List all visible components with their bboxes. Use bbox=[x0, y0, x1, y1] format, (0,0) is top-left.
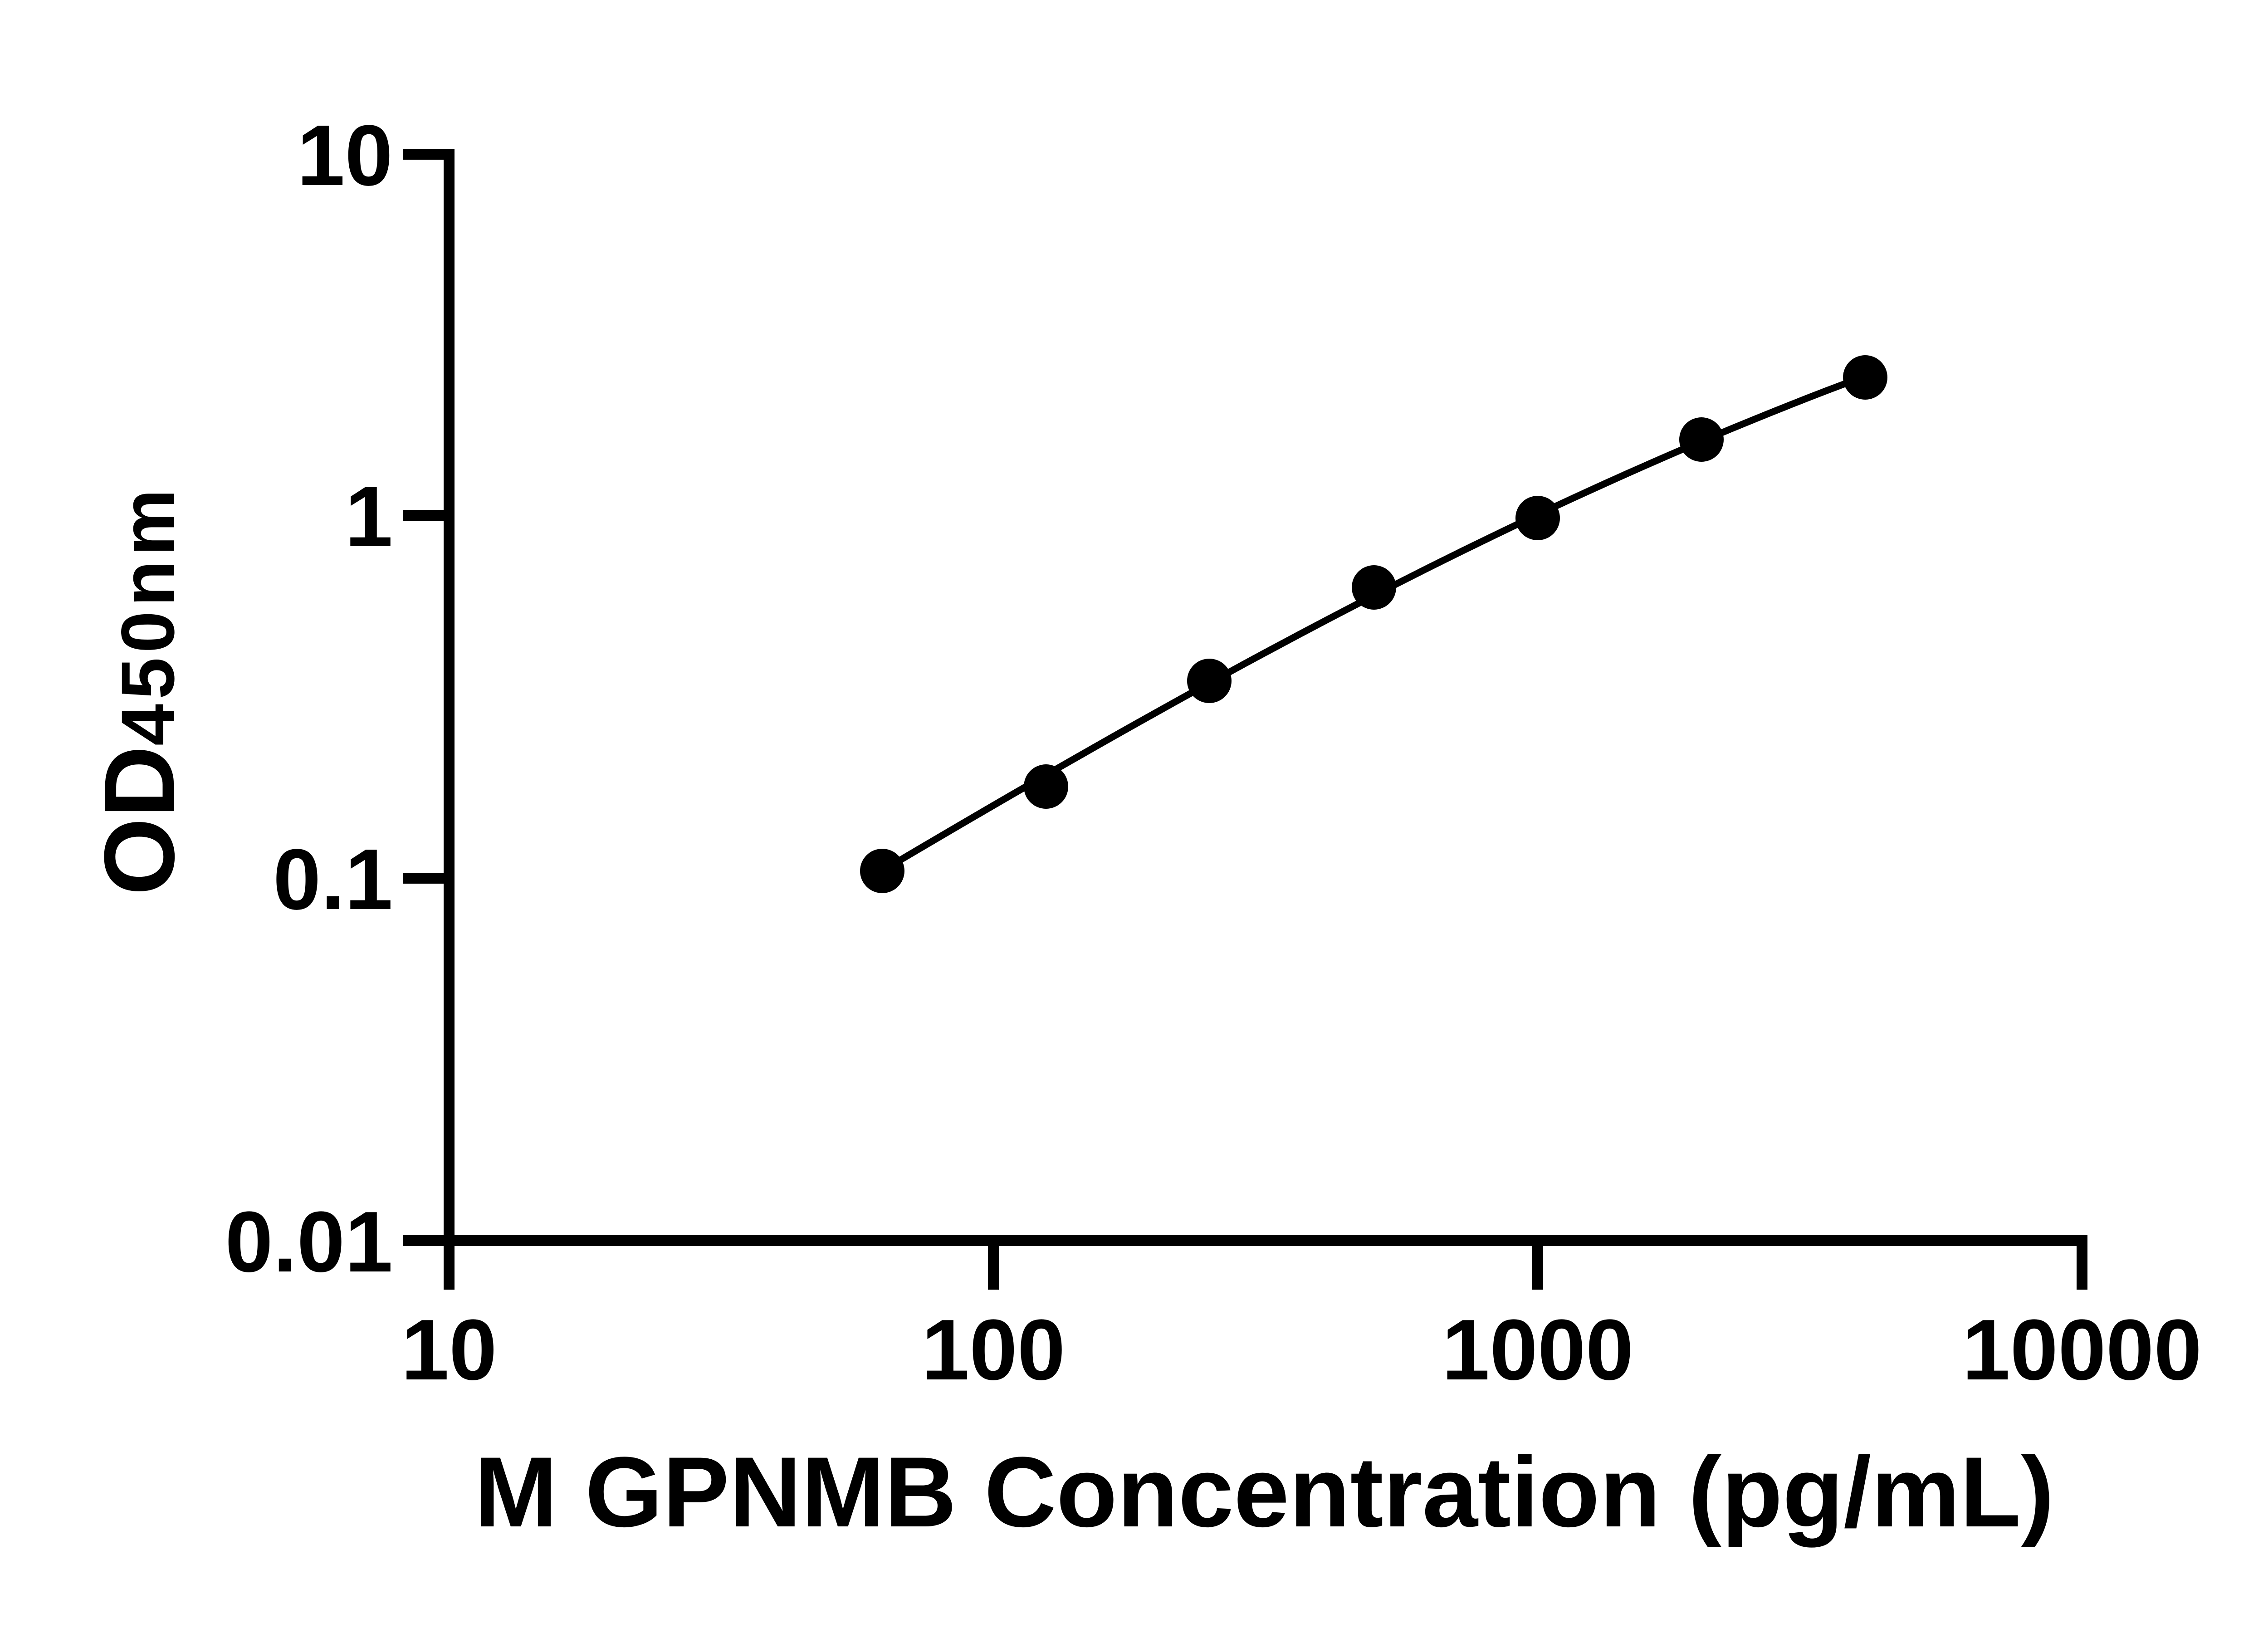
svg-text:10: 10 bbox=[297, 108, 393, 204]
svg-text:0.1: 0.1 bbox=[273, 831, 393, 928]
svg-text:10: 10 bbox=[401, 1302, 497, 1398]
svg-text:M GPNMB Concentration (pg/mL): M GPNMB Concentration (pg/mL) bbox=[474, 1436, 2054, 1548]
svg-text:100: 100 bbox=[921, 1302, 1065, 1398]
svg-text:10000: 10000 bbox=[1962, 1302, 2202, 1398]
svg-text:1000: 1000 bbox=[1442, 1302, 1634, 1398]
svg-text:1: 1 bbox=[345, 469, 393, 565]
svg-text:OD450nm: OD450nm bbox=[83, 484, 195, 895]
svg-text:0.01: 0.01 bbox=[225, 1194, 393, 1290]
